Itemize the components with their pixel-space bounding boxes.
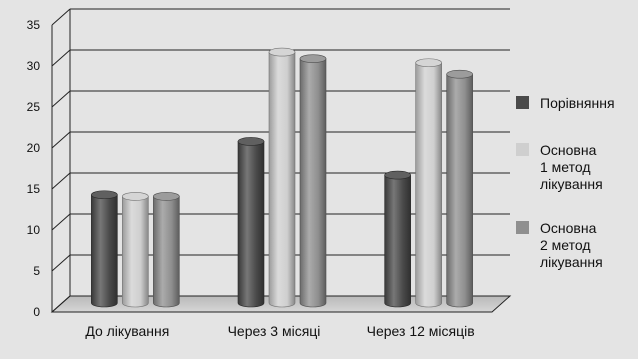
bar-body xyxy=(122,196,149,308)
bar-top xyxy=(299,54,327,63)
bar-body xyxy=(384,174,411,308)
gridline-diagonal xyxy=(51,213,71,231)
legend: Порівняння Основна 1 метод лікування Основна… xyxy=(516,95,615,270)
bar xyxy=(384,170,411,308)
bar-body xyxy=(415,62,442,308)
legend-label: Основна 1 метод лікування xyxy=(540,142,603,192)
legend-item: Порівняння xyxy=(516,95,615,111)
bar-top xyxy=(237,137,265,146)
bar xyxy=(268,47,296,308)
legend-label: Порівняння xyxy=(540,95,615,111)
gridline-diagonal xyxy=(51,8,71,26)
y-tick-label: 25 xyxy=(27,100,41,114)
bar-body xyxy=(153,196,180,308)
legend-swatch xyxy=(516,221,529,234)
bar xyxy=(237,137,265,308)
legend-item: Основна 2 метод лікування xyxy=(516,220,603,270)
bar xyxy=(299,54,327,308)
y-tick-label: 30 xyxy=(27,59,41,73)
bar xyxy=(446,69,473,308)
x-tick-label: До лікування xyxy=(85,323,169,339)
x-tick-labels: До лікування Через 3 місяці Через 12 місяц… xyxy=(85,323,474,339)
bar-top xyxy=(268,47,296,57)
legend-swatch xyxy=(516,143,529,156)
gridline-diagonal xyxy=(51,131,71,149)
axis-layer: 0 5 10 15 20 25 30 35 xyxy=(27,9,492,319)
legend-item: Основна 1 метод лікування xyxy=(516,142,603,192)
gridline-diagonal xyxy=(51,49,71,67)
bar-body xyxy=(268,51,296,308)
legend-label: Основна 2 метод лікування xyxy=(540,220,603,270)
bar xyxy=(415,58,442,308)
gridline-diagonal xyxy=(51,295,71,313)
bar-body xyxy=(299,58,327,308)
y-tick-label: 10 xyxy=(27,223,41,237)
bar-body xyxy=(446,73,473,308)
bar-top xyxy=(415,58,442,68)
legend-swatch xyxy=(516,96,529,109)
bars-layer xyxy=(91,47,473,308)
bar-top xyxy=(446,69,473,79)
x-tick-label: Через 3 місяці xyxy=(228,323,321,339)
bar-body xyxy=(237,141,265,308)
y-tick-label: 0 xyxy=(33,305,40,319)
bar xyxy=(122,192,149,308)
bar xyxy=(153,192,180,308)
y-tick-label: 35 xyxy=(27,18,41,32)
bar-top xyxy=(122,192,149,201)
bar-top xyxy=(91,190,118,200)
bar-body xyxy=(91,194,118,308)
y-tick-label: 5 xyxy=(33,264,40,278)
y-tick-label: 20 xyxy=(27,141,41,155)
gridline-diagonal xyxy=(51,172,71,190)
bar xyxy=(91,190,118,308)
y-tick-label: 15 xyxy=(27,182,41,196)
bar-top xyxy=(384,170,411,180)
gridline-diagonal xyxy=(51,90,71,108)
x-tick-label: Через 12 місяців xyxy=(367,323,475,339)
bar-top xyxy=(153,192,180,201)
gridline-diagonal xyxy=(51,254,71,272)
